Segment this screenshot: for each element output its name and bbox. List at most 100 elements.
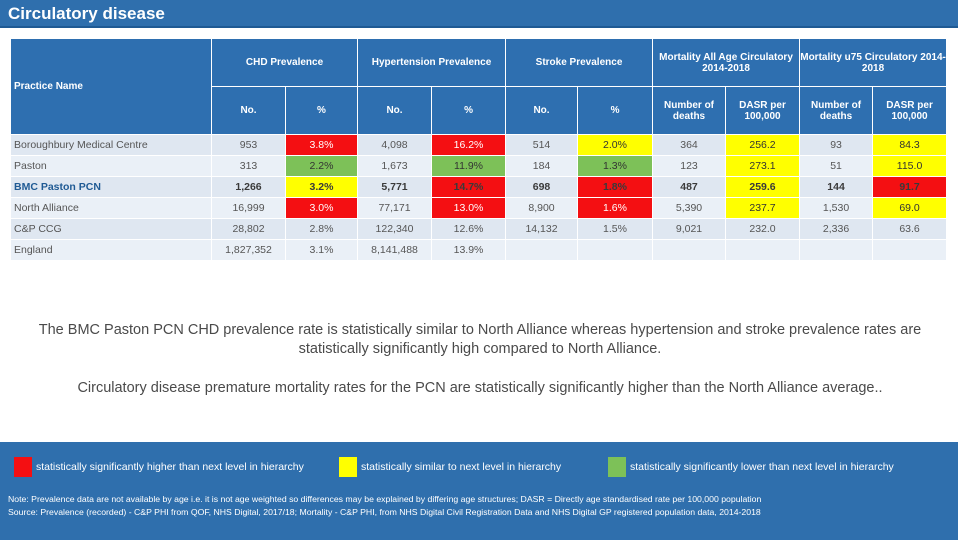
circulatory-table: Practice Name CHD Prevalence Hypertensio… xyxy=(10,38,948,261)
table-cell: 16,999 xyxy=(211,197,286,219)
table-cell: 1,530 xyxy=(799,197,874,219)
legend-label: statistically significantly higher than … xyxy=(36,461,304,473)
table-cell: 256.2 xyxy=(725,134,801,156)
group-header: CHD Prevalence xyxy=(210,38,359,87)
table-cell: 1.3% xyxy=(577,155,654,177)
table-cell: 122,340 xyxy=(357,218,433,240)
table-cell: 144 xyxy=(799,176,874,198)
sub-header: DASR per 100,000 xyxy=(872,86,948,135)
table-row: Boroughbury Medical Centre 953 3.8% 4,098 16… xyxy=(10,134,948,156)
table-cell: 8,900 xyxy=(505,197,579,219)
table-cell: 259.6 xyxy=(725,176,801,198)
sub-header: No. xyxy=(505,86,579,135)
group-header: Stroke Prevalence xyxy=(505,38,654,87)
footer-panel: statistically significantly higher than … xyxy=(0,442,958,540)
table-cell xyxy=(799,239,874,261)
table-cell: 232.0 xyxy=(725,218,801,240)
legend-swatch-red xyxy=(14,457,32,477)
table-cell: 313 xyxy=(211,155,286,177)
table-row: BMC Paston PCN 1,266 3.2% 5,771 14.7% 698 1.8%… xyxy=(10,176,948,198)
table-row: North Alliance 16,999 3.0% 77,171 13.0% 8,900… xyxy=(10,197,948,219)
summary-paragraph-prevalence: The BMC Paston PCN CHD prevalence rate i… xyxy=(38,322,922,357)
table-cell: 14.7% xyxy=(431,176,507,198)
table-cell: 5,390 xyxy=(652,197,727,219)
table-row: Paston 313 2.2% 1,673 11.9% 184 1.3% 123 273.1 51… xyxy=(10,155,948,177)
table-header-row-groups: Practice Name CHD Prevalence Hypertensio… xyxy=(10,38,948,135)
legend-item-higher: statistically significantly higher than … xyxy=(14,457,304,477)
table-cell xyxy=(505,239,579,261)
table-cell: 1,266 xyxy=(211,176,286,198)
table-cell: 12.6% xyxy=(431,218,507,240)
table-cell: 84.3 xyxy=(872,134,948,156)
table-cell: 237.7 xyxy=(725,197,801,219)
table-cell: 13.9% xyxy=(431,239,507,261)
table-cell: 487 xyxy=(652,176,727,198)
legend-swatch-yellow xyxy=(339,457,357,477)
table-cell: 1,673 xyxy=(357,155,433,177)
table-cell: 69.0 xyxy=(872,197,948,219)
table-cell: 364 xyxy=(652,134,727,156)
table-cell xyxy=(872,239,948,261)
sub-header: % xyxy=(577,86,654,135)
practice-name-cell: BMC Paston PCN xyxy=(10,176,212,198)
table-cell: 1,827,352 xyxy=(211,239,286,261)
table-cell: 93 xyxy=(799,134,874,156)
legend-item-similar: statistically similar to next level in h… xyxy=(339,457,561,477)
legend-swatch-green xyxy=(608,457,626,477)
source-text: Source: Prevalence (recorded) - C&P PHI … xyxy=(8,507,761,517)
group-header: Mortality All Age Circulatory 2014-2018 xyxy=(652,38,801,87)
table-cell: 514 xyxy=(505,134,579,156)
table-cell: 28,802 xyxy=(211,218,286,240)
sub-header: Number of deaths xyxy=(652,86,727,135)
table-cell xyxy=(577,239,654,261)
legend-label: statistically significantly lower than n… xyxy=(630,461,894,473)
table-cell: 91.7 xyxy=(872,176,948,198)
legend-item-lower: statistically significantly lower than n… xyxy=(608,457,894,477)
sub-header: % xyxy=(431,86,507,135)
table-cell: 123 xyxy=(652,155,727,177)
table-cell: 2.8% xyxy=(284,218,359,240)
practice-name-cell: England xyxy=(10,239,212,261)
table-cell: 13.0% xyxy=(431,197,507,219)
group-header: Mortality u75 Circulatory 2014-2018 xyxy=(799,38,948,87)
table-cell: 698 xyxy=(505,176,579,198)
table-cell: 11.9% xyxy=(431,155,507,177)
table-cell: 2,336 xyxy=(799,218,874,240)
table-cell: 1.6% xyxy=(577,197,654,219)
table-cell: 3.8% xyxy=(284,134,359,156)
practice-name-cell: North Alliance xyxy=(10,197,212,219)
legend: statistically significantly higher than … xyxy=(14,457,944,479)
table-cell: 63.6 xyxy=(872,218,948,240)
sub-header: No. xyxy=(357,86,433,135)
table-cell: 2.0% xyxy=(577,134,654,156)
table-cell: 5,771 xyxy=(357,176,433,198)
table-cell: 16.2% xyxy=(431,134,507,156)
table-cell: 273.1 xyxy=(725,155,801,177)
table-cell: 2.2% xyxy=(284,155,359,177)
practice-name-cell: Paston xyxy=(10,155,212,177)
table-cell: 953 xyxy=(211,134,286,156)
table-cell: 3.1% xyxy=(284,239,359,261)
group-header: Hypertension Prevalence xyxy=(357,38,507,87)
sub-header: % xyxy=(284,86,359,135)
summary-text: The BMC Paston PCN CHD prevalence rate i… xyxy=(20,321,940,418)
legend-label: statistically similar to next level in h… xyxy=(361,461,562,473)
table-row: C&P CCG 28,802 2.8% 122,340 12.6% 14,132 1.5% 9… xyxy=(10,218,948,240)
table-body: Boroughbury Medical Centre 953 3.8% 4,098 16… xyxy=(10,134,948,261)
table-cell: 14,132 xyxy=(505,218,579,240)
table-cell: 8,141,488 xyxy=(357,239,433,261)
sub-header: DASR per 100,000 xyxy=(725,86,801,135)
page-title: Circulatory disease xyxy=(0,0,958,28)
table-cell: 1.5% xyxy=(577,218,654,240)
table-cell: 4,098 xyxy=(357,134,433,156)
sub-header: No. xyxy=(211,86,286,135)
circulatory-table-container: Practice Name CHD Prevalence Hypertensio… xyxy=(10,38,948,261)
table-cell: 115.0 xyxy=(872,155,948,177)
practice-name-header: Practice Name xyxy=(10,38,212,135)
table-cell: 184 xyxy=(505,155,579,177)
table-cell: 1.8% xyxy=(577,176,654,198)
table-cell xyxy=(652,239,727,261)
table-cell: 9,021 xyxy=(652,218,727,240)
note-text: Note: Prevalence data are not available … xyxy=(8,494,762,504)
footnotes: Note: Prevalence data are not available … xyxy=(8,493,953,519)
